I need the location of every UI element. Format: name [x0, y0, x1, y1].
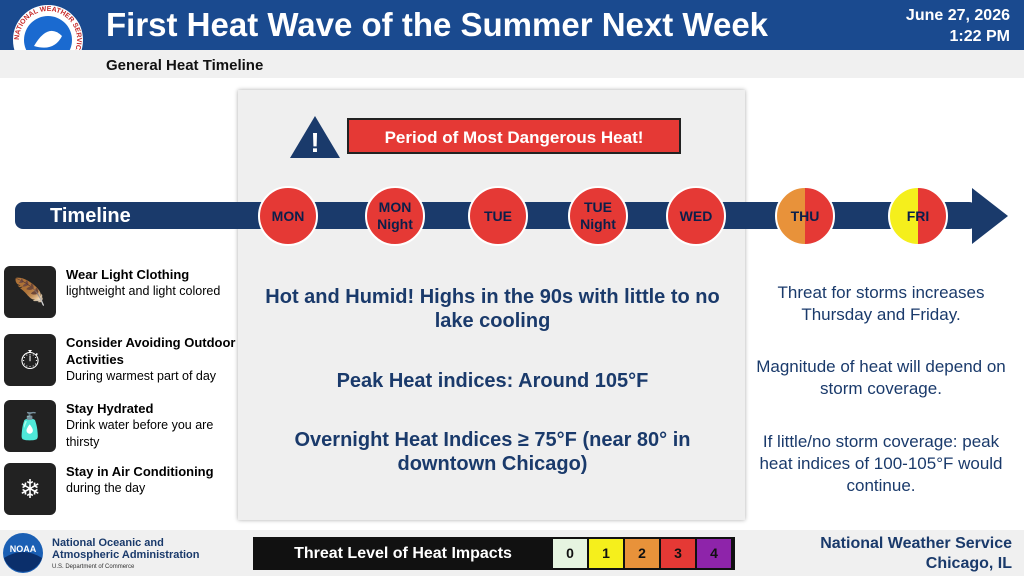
right-note: Magnitude of heat will depend on storm c…: [756, 357, 1006, 398]
noaa-dept: U.S. Department of Commerce: [52, 564, 135, 570]
day-label: Night: [377, 216, 413, 232]
day-circle: WED: [666, 186, 726, 246]
tip: ❄ Stay in Air Conditioning during the day: [4, 461, 239, 523]
office-line: National Weather Service: [820, 535, 1012, 552]
time: 1:22 PM: [949, 28, 1010, 45]
threat-level: 3: [661, 539, 695, 568]
noaa-logo-text: NOAA: [10, 544, 37, 554]
timeline-label: Timeline: [50, 205, 131, 227]
day-label: MON: [271, 207, 305, 224]
day-circle: THU: [775, 186, 835, 246]
day-circle: FRI: [888, 186, 948, 246]
center-note: Peak Heat indices: Around 105°F: [336, 370, 649, 392]
tip-title: Stay in Air Conditioning during the day: [66, 463, 236, 497]
noaa-logo: NOAA: [3, 533, 43, 573]
threat-legend: Threat Level of Heat Impacts 0 1 2 3 4: [253, 537, 735, 570]
tip-title-text: Stay Hydrated: [66, 401, 154, 416]
day-label: FRI: [906, 207, 930, 224]
noaa-name: National Oceanic and Atmospheric Adminis…: [52, 537, 200, 573]
subtitle-band: [0, 50, 1024, 78]
tip-text: lightweight and light colored: [66, 284, 221, 298]
right-note: If little/no storm coverage: peak heat i…: [759, 432, 1003, 495]
center-note: Overnight Heat Indices ≥ 75°F (near 80° …: [294, 429, 691, 475]
day-label: Night: [580, 216, 616, 232]
day-label: THU: [790, 207, 820, 224]
noaa-name-line: Atmospheric Administration: [52, 549, 200, 561]
timestamp: June 27, 2026 1:22 PM: [906, 5, 1010, 47]
tip: 🧴 Stay Hydrated Drink water before you are…: [4, 398, 239, 460]
day-circle: TUE: [468, 186, 528, 246]
legend-title: Threat Level of Heat Impacts: [294, 544, 512, 562]
day-label: TUE: [484, 207, 512, 224]
title: First Heat Wave of the Summer Next Week: [106, 6, 769, 43]
tip-icon: ⏱: [4, 334, 56, 386]
tip-title: Consider Avoiding Outdoor Activities Duri…: [66, 334, 236, 385]
right-note: Threat for storms increases Thursday and…: [777, 283, 985, 324]
tip-text: During warmest part of day: [66, 369, 217, 383]
tip-title-text: Wear Light Clothing: [66, 267, 190, 282]
tip-title-text: Consider Avoiding Outdoor Activities: [66, 335, 236, 367]
threat-level: 0: [553, 539, 587, 568]
day-circle: MON: [258, 186, 318, 246]
threat-level: 4: [697, 539, 731, 568]
tip: ⏱ Consider Avoiding Outdoor Activities Dur…: [4, 332, 239, 394]
svg-text:!: !: [310, 127, 319, 158]
danger-banner: Period of Most Dangerous Heat!: [347, 118, 681, 154]
office: National Weather Service Chicago, IL: [820, 534, 1012, 574]
threat-level: 1: [589, 539, 623, 568]
subtitle: General Heat Timeline: [106, 57, 264, 74]
office-line: Chicago, IL: [925, 555, 1012, 572]
noaa-name-line: National Oceanic and: [52, 537, 164, 549]
tip-title: Stay Hydrated Drink water before you are …: [66, 400, 236, 451]
tip-icon: 🧴: [4, 400, 56, 452]
threat-level: 2: [625, 539, 659, 568]
day-label: WED: [679, 207, 713, 224]
day-label: TUE: [584, 199, 612, 215]
day-label: MON: [378, 199, 412, 215]
tip-title-text: Stay in Air Conditioning: [66, 464, 214, 479]
tip-title: Wear Light Clothing lightweight and light…: [66, 266, 236, 300]
tip: 🪶 Wear Light Clothing lightweight and ligh…: [4, 264, 239, 326]
danger-period-box: [238, 90, 745, 520]
tip-text: during the day: [66, 481, 146, 495]
header-band: [0, 0, 1024, 50]
warning-icon: !: [290, 116, 340, 158]
day-circle: TUE Night: [568, 186, 628, 246]
tip-icon: 🪶: [4, 266, 56, 318]
day-circle: MON Night: [365, 186, 425, 246]
center-note: Hot and Humid! Highs in the 90s with lit…: [265, 286, 720, 332]
date: June 27, 2026: [905, 7, 1010, 24]
tip-text: Drink water before you are thirsty: [66, 418, 214, 449]
tip-icon: ❄: [4, 463, 56, 515]
